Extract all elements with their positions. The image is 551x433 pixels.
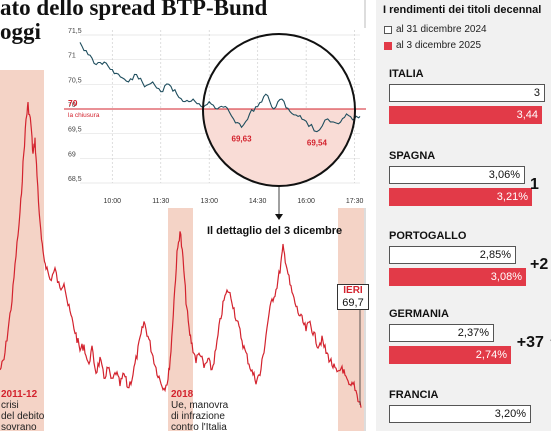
chart-title-line2: oggi [0,19,41,44]
inset-x-tick: 11:30 [152,198,169,205]
yields-title: I rendimenti dei titoli decennal [383,4,542,16]
bar-2024-portogallo: 2,85% [389,246,516,264]
delta-spagna: 1 [530,176,539,193]
legend-2024-swatch [384,25,392,34]
spread-line [0,101,362,408]
intraday-line [79,42,361,133]
legend-2025: al 3 dicembre 2025 [384,40,481,51]
inset-y-tick: 69,5 [68,127,82,134]
inset-x-tick: 17:30 [346,198,364,205]
legend-2025-swatch [384,41,392,50]
country-label-portogallo: PORTOGALLO [389,230,467,242]
inset-y-tick: 71 [68,53,76,60]
chart-title: ato dello spread BTP-Bund oggi [0,0,267,44]
ieri-callout: IERI 69,7 [337,284,369,310]
intraday-point-label-1: 69,54 [307,139,328,148]
delta-germania: +37 ↑ [516,334,551,351]
inset-x-tick: 16:00 [297,198,315,205]
ieri-value: 69,7 [342,297,364,309]
legend-2024-label: al 31 dicembre 2024 [396,24,487,35]
bar-2025-spagna: 3,21% [389,188,532,206]
inset-x-tick: 10:00 [104,198,122,205]
legend-2024: al 31 dicembre 2024 [384,24,487,35]
spread-history-chart [0,101,362,408]
inset-y-tick: 70 [68,102,76,109]
inset-y-tick: 70,5 [68,77,82,84]
close-sublabel: la chiusura [68,112,100,119]
ieri-label: IERI [343,285,363,296]
bar-2025-portogallo: 3,08% [389,268,526,286]
annotation-2011-line2: del debito [1,411,45,422]
bar-2024-italia: 3 [389,84,545,102]
inset-x-tick: 13:00 [200,198,218,205]
detail-label: Il dettaglio del 3 dicembre [207,225,343,237]
annotation-2018-line2: di infrazione [171,411,225,422]
bar-2024-germania: 2,37% [389,324,494,342]
bar-2024-spagna: 3,06% [389,166,525,184]
annotation-2018-line1: Ue, manovra [171,400,229,411]
inset-y-tick: 68,5 [68,176,82,183]
delta-portogallo: +2 [530,256,549,273]
annotation-2011-year: 2011-12 [1,389,38,400]
annotation-2011-line1: crisi [1,400,19,411]
annotation-2011-line3: sovrano [1,422,37,433]
inset-x-tick: 14:30 [249,198,267,205]
country-label-spagna: SPAGNA [389,150,436,162]
annotation-2011: 2011-12 crisi del debito sovrano [1,389,44,433]
annotation-2018-year: 2018 [171,389,194,400]
magnifier-pointer-arrow [275,214,283,220]
event-band-0 [0,70,44,431]
inset-y-tick: 69 [68,151,76,158]
intraday-inset-chart: 71,5 71 70,5 70 69,5 69 68,5 10:00 11:30 13:00 14:… [64,28,366,220]
yields-panel [376,0,551,431]
bar-2025-germania: 2,74% [389,346,511,364]
bar-2024-francia: 3,20% [389,405,531,423]
country-label-italia: ITALIA [389,68,424,80]
country-label-germania: GERMANIA [389,308,449,320]
close-value-label: 70 [68,98,78,108]
annotation-2018-line3: contro l'Italia [171,422,227,433]
country-label-francia: FRANCIA [389,389,439,401]
intraday-point-label-0: 69,63 [232,134,253,143]
inset-y-tick: 71,5 [68,28,82,35]
bar-2025-italia: 3,44 [389,106,542,124]
chart-title-line1: ato dello spread BTP-Bund [0,0,268,20]
legend-2025-label: al 3 dicembre 2025 [396,40,482,51]
annotation-2018: 2018 Ue, manovra di infrazione contro l'… [171,389,228,433]
